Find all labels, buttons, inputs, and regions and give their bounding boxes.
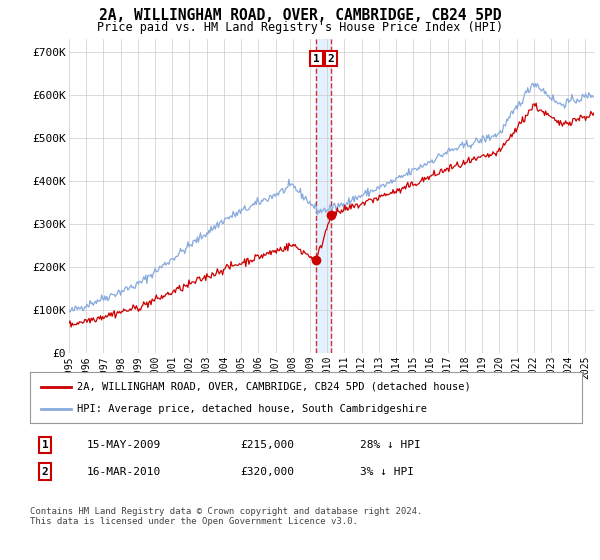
Text: Price paid vs. HM Land Registry's House Price Index (HPI): Price paid vs. HM Land Registry's House … [97, 21, 503, 34]
Text: 15-MAY-2009: 15-MAY-2009 [87, 440, 161, 450]
Text: 2: 2 [328, 54, 334, 63]
Text: 2: 2 [41, 466, 49, 477]
Text: 28% ↓ HPI: 28% ↓ HPI [360, 440, 421, 450]
Text: £320,000: £320,000 [240, 466, 294, 477]
Text: Contains HM Land Registry data © Crown copyright and database right 2024.
This d: Contains HM Land Registry data © Crown c… [30, 507, 422, 526]
Text: 2A, WILLINGHAM ROAD, OVER, CAMBRIDGE, CB24 5PD: 2A, WILLINGHAM ROAD, OVER, CAMBRIDGE, CB… [99, 8, 501, 24]
Text: 3% ↓ HPI: 3% ↓ HPI [360, 466, 414, 477]
Text: 16-MAR-2010: 16-MAR-2010 [87, 466, 161, 477]
Text: HPI: Average price, detached house, South Cambridgeshire: HPI: Average price, detached house, Sout… [77, 404, 427, 414]
Text: 1: 1 [41, 440, 49, 450]
Bar [316, 39, 331, 353]
Text: 2A, WILLINGHAM ROAD, OVER, CAMBRIDGE, CB24 5PD (detached house): 2A, WILLINGHAM ROAD, OVER, CAMBRIDGE, CB… [77, 381, 470, 391]
Text: £215,000: £215,000 [240, 440, 294, 450]
Text: 1: 1 [313, 54, 320, 63]
